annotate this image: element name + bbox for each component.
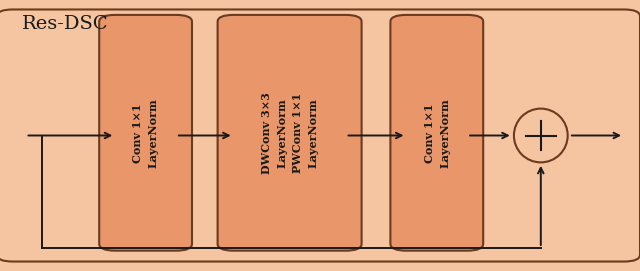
Text: Conv 1×1
LayerNorm: Conv 1×1 LayerNorm — [424, 98, 450, 168]
FancyBboxPatch shape — [99, 15, 192, 251]
Text: DWConv 3×3
LayerNorm
PWConv 1×1
LayerNorm: DWConv 3×3 LayerNorm PWConv 1×1 LayerNor… — [261, 92, 318, 174]
Ellipse shape — [514, 109, 568, 162]
Text: Res-DSC: Res-DSC — [22, 15, 109, 33]
FancyBboxPatch shape — [218, 15, 362, 251]
FancyBboxPatch shape — [390, 15, 483, 251]
FancyBboxPatch shape — [0, 9, 640, 262]
Text: Conv 1×1
LayerNorm: Conv 1×1 LayerNorm — [132, 98, 159, 168]
